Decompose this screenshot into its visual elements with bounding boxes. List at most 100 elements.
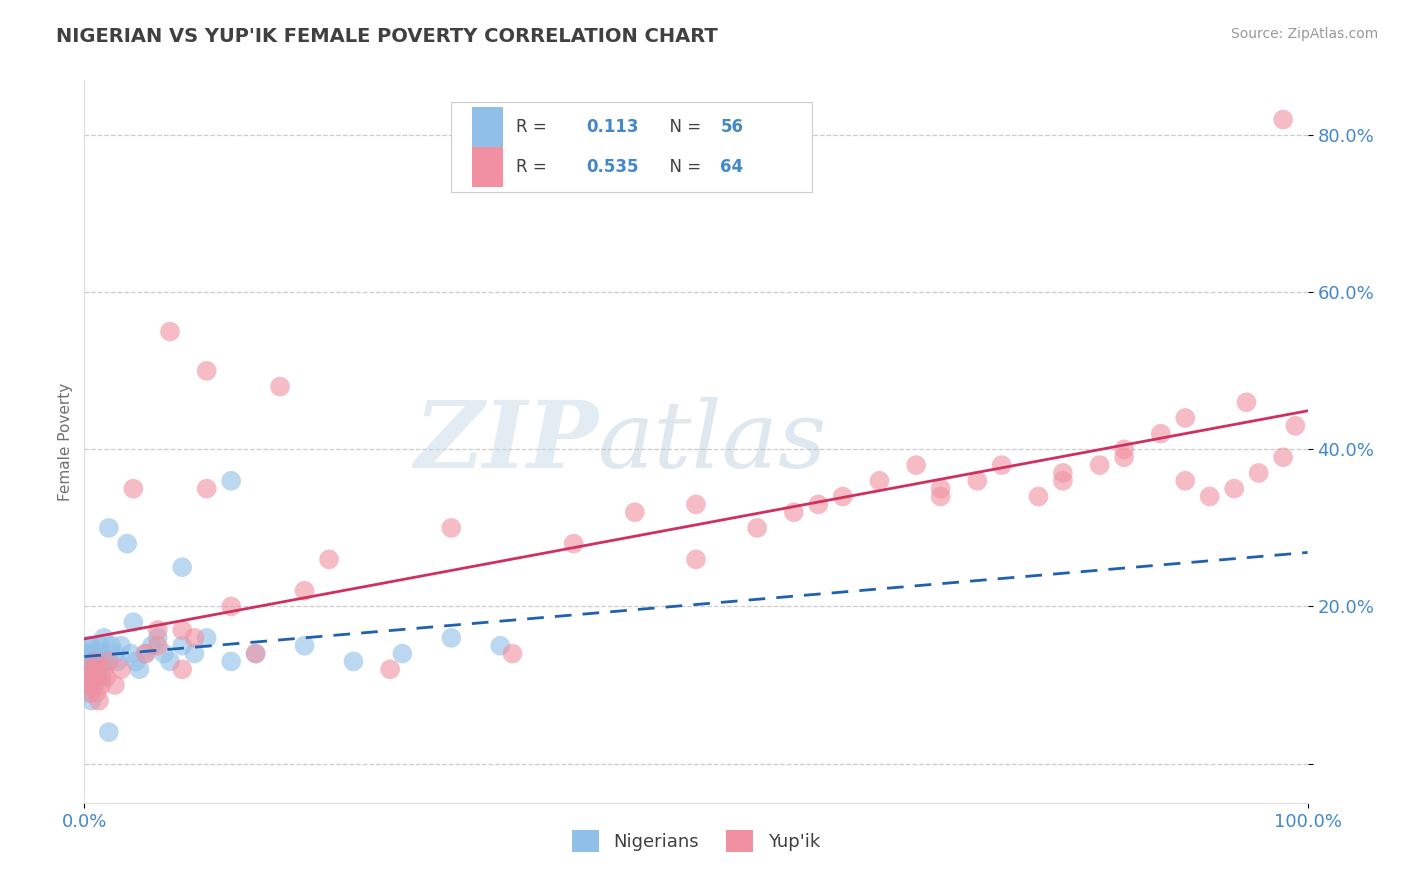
Point <box>1272 450 1295 465</box>
Text: Source: ZipAtlas.com: Source: ZipAtlas.com <box>1230 27 1378 41</box>
Point <box>93 662 115 676</box>
Point <box>83 678 105 692</box>
Point <box>318 552 340 566</box>
Point <box>77 647 100 661</box>
Point <box>1174 474 1197 488</box>
Point <box>120 647 142 661</box>
Point <box>991 458 1014 472</box>
Point <box>624 505 647 519</box>
Point <box>195 482 218 496</box>
Point <box>84 655 107 669</box>
Point <box>1088 458 1111 472</box>
Point <box>342 655 364 669</box>
FancyBboxPatch shape <box>472 107 503 147</box>
Point <box>79 678 101 692</box>
Point <box>1052 474 1074 488</box>
Point <box>83 662 105 676</box>
Point <box>76 678 98 692</box>
Point <box>89 639 111 653</box>
Text: N =: N = <box>659 158 707 176</box>
Text: 64: 64 <box>720 158 744 176</box>
Point <box>905 458 928 472</box>
Point <box>80 694 103 708</box>
FancyBboxPatch shape <box>451 102 813 193</box>
Point <box>90 670 112 684</box>
Point <box>115 536 138 550</box>
Point <box>79 686 101 700</box>
Point <box>82 670 104 684</box>
Point <box>84 662 107 676</box>
Point <box>82 678 104 692</box>
Point <box>77 686 100 700</box>
Point <box>183 647 205 661</box>
Legend: Nigerians, Yup'ik: Nigerians, Yup'ik <box>565 822 827 859</box>
Point <box>75 662 97 676</box>
Point <box>82 647 104 661</box>
Point <box>83 655 105 669</box>
Point <box>502 647 524 661</box>
Text: NIGERIAN VS YUP'IK FEMALE POVERTY CORRELATION CHART: NIGERIAN VS YUP'IK FEMALE POVERTY CORREL… <box>56 27 718 45</box>
Point <box>807 497 830 511</box>
Point <box>685 497 707 511</box>
Point <box>245 647 267 661</box>
Point <box>93 631 115 645</box>
Point <box>87 662 110 676</box>
Point <box>96 670 118 684</box>
Point <box>77 670 100 684</box>
Point <box>146 639 169 653</box>
Point <box>1052 466 1074 480</box>
Point <box>219 599 242 614</box>
Text: R =: R = <box>516 158 557 176</box>
Point <box>146 623 169 637</box>
Point <box>1272 112 1295 127</box>
Point <box>97 725 120 739</box>
Point <box>685 552 707 566</box>
Point <box>219 655 242 669</box>
Point <box>80 670 103 684</box>
Point <box>1223 482 1246 496</box>
Point <box>172 560 194 574</box>
Point <box>747 521 769 535</box>
Text: 0.535: 0.535 <box>586 158 638 176</box>
Point <box>104 647 127 661</box>
Point <box>929 490 952 504</box>
Point <box>391 647 413 661</box>
Text: atlas: atlas <box>598 397 828 486</box>
Point <box>135 647 157 661</box>
Point <box>135 647 157 661</box>
Point <box>1284 418 1306 433</box>
Point <box>195 631 218 645</box>
Text: ZIP: ZIP <box>413 397 598 486</box>
Text: 0.113: 0.113 <box>586 119 638 136</box>
Point <box>269 379 291 393</box>
Point <box>146 631 169 645</box>
Point <box>90 678 112 692</box>
Point <box>294 583 316 598</box>
Text: N =: N = <box>659 119 707 136</box>
Point <box>245 647 267 661</box>
Point <box>97 655 120 669</box>
Y-axis label: Female Poverty: Female Poverty <box>58 383 73 500</box>
Point <box>87 670 110 684</box>
Point <box>172 639 194 653</box>
Point <box>1236 395 1258 409</box>
Point <box>869 474 891 488</box>
Point <box>562 536 585 550</box>
Point <box>141 639 163 653</box>
Point <box>79 655 101 669</box>
Point <box>122 482 145 496</box>
Point <box>77 662 100 676</box>
Point <box>100 639 122 653</box>
Point <box>153 647 176 661</box>
Point <box>294 639 316 653</box>
Point <box>77 678 100 692</box>
Point <box>1174 411 1197 425</box>
Point <box>86 670 108 684</box>
Point <box>76 647 98 661</box>
Text: 56: 56 <box>720 119 744 136</box>
Point <box>77 662 100 676</box>
Point <box>87 694 110 708</box>
Point <box>219 474 242 488</box>
Point <box>489 639 512 653</box>
Point <box>79 639 101 653</box>
